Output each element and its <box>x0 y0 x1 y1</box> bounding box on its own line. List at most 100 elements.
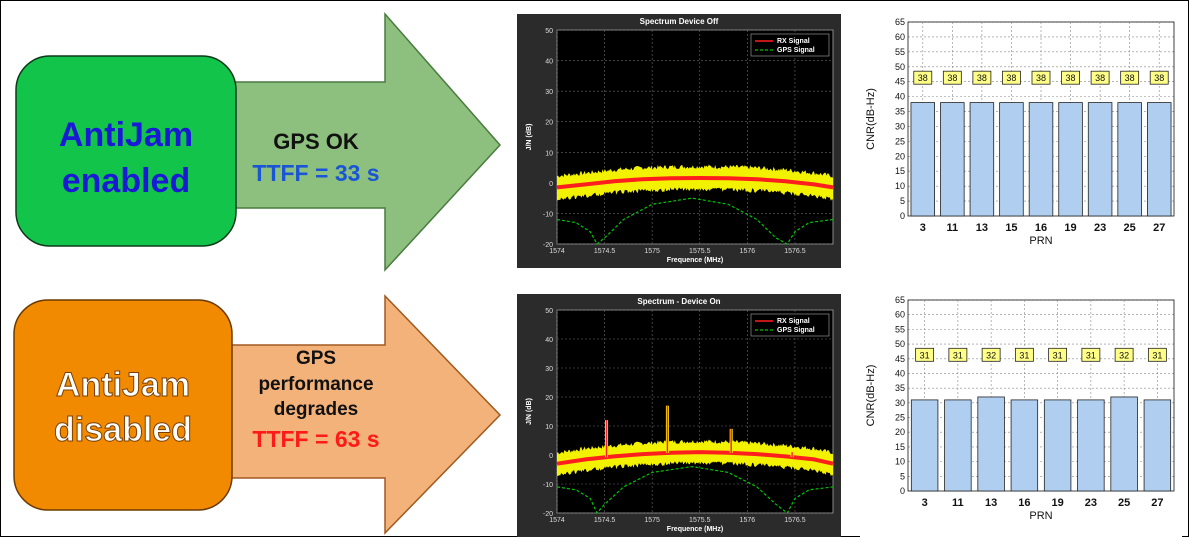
data-label-box <box>981 347 1001 362</box>
data-label: 38 <box>1095 73 1105 83</box>
y-tick-label: 0 <box>549 453 553 460</box>
rx-signal-line <box>556 175 834 190</box>
y-tick-label: 0 <box>900 211 905 221</box>
row-2-arrow-line-3: degrades <box>274 399 358 420</box>
row-2-arrow-line-2: performance <box>258 374 373 395</box>
x-tick-label: 1575.5 <box>689 248 711 255</box>
x-tick-label: 1574 <box>549 248 565 255</box>
x-tick-label: 25 <box>1118 497 1130 509</box>
y-tick-label: 30 <box>895 121 905 131</box>
row-2-status-line1: AntiJam <box>56 366 190 404</box>
y-tick-label: 65 <box>895 295 905 305</box>
data-label: 31 <box>1019 350 1029 360</box>
data-label-box <box>1014 347 1034 362</box>
bar <box>1043 399 1072 492</box>
x-tick-label: 1574.5 <box>594 517 616 524</box>
x-tick-label: 27 <box>1153 222 1165 234</box>
y-tick-label: 25 <box>895 413 905 423</box>
row-1: AntiJam enabled GPS OK TTFF = 33 s <box>15 12 502 272</box>
spectrum-chart-device-on: Spectrum - Device On -20 -10 0 10 20 30 40 50 157… <box>517 294 841 537</box>
chart-title: Spectrum - Device On <box>637 297 720 306</box>
row-1-status-box <box>15 55 237 247</box>
data-label-box <box>1114 347 1134 362</box>
data-label-box <box>948 347 968 362</box>
legend-rx-label: RX Signal <box>777 38 810 45</box>
data-label-box <box>942 70 962 85</box>
bar <box>944 399 972 492</box>
row-2-status-box <box>13 299 233 511</box>
y-tick-label: 30 <box>545 89 553 96</box>
y-tick-label: 0 <box>900 486 905 496</box>
data-label-box <box>1061 70 1080 85</box>
y-tick-label: 10 <box>545 150 553 157</box>
row-1-arrow <box>219 12 502 272</box>
y-tick-label: 20 <box>895 427 905 437</box>
data-label-box <box>1002 70 1021 85</box>
data-label-box <box>1149 70 1169 85</box>
y-tick-label: 30 <box>895 398 905 408</box>
rx-signal-noise-band <box>557 439 833 477</box>
data-label-box <box>1048 347 1068 362</box>
x-tick-label: 27 <box>1151 497 1163 509</box>
x-tick-label: 1576 <box>740 517 756 524</box>
x-axis-label: Frequence (MHz) <box>667 257 723 264</box>
data-label: 31 <box>1053 350 1063 360</box>
x-tick-label: 1576 <box>740 248 756 255</box>
data-label-box <box>1120 70 1140 85</box>
y-axis-label: CNR(dB-Hz) <box>865 365 877 427</box>
bar <box>1010 399 1039 492</box>
gps-signal-line <box>556 465 834 515</box>
x-tick-label: 1575.5 <box>689 517 711 524</box>
y-tick-label: 0 <box>549 181 553 188</box>
y-tick-label: 25 <box>895 136 905 146</box>
x-axis-label: Frequence (MHz) <box>667 526 723 533</box>
data-label: 38 <box>1125 73 1135 83</box>
x-tick-label: 15 <box>1005 222 1017 234</box>
y-tick-label: 50 <box>895 62 905 72</box>
y-tick-label: 55 <box>895 47 905 57</box>
y-tick-label: 30 <box>545 366 553 373</box>
data-label: 31 <box>1086 350 1096 360</box>
bar <box>1087 102 1113 217</box>
y-tick-label: 10 <box>895 457 905 467</box>
y-tick-label: 35 <box>895 107 905 117</box>
row-1-ttff: TTFF = 33 s <box>252 160 379 186</box>
data-label-box <box>1031 70 1051 85</box>
x-tick-label: 3 <box>920 222 926 234</box>
data-label: 31 <box>1152 350 1162 360</box>
y-axis-label: J/N (dB) <box>526 398 533 425</box>
data-label-box <box>913 70 933 85</box>
y-tick-label: 20 <box>545 120 553 127</box>
x-tick-label: 25 <box>1124 222 1136 234</box>
bar <box>1028 102 1054 217</box>
y-tick-label: 10 <box>895 181 905 191</box>
data-label: 31 <box>920 350 930 360</box>
data-label: 32 <box>986 350 996 360</box>
y-tick-label: 50 <box>545 28 553 35</box>
row-1-arrow-line: GPS OK <box>273 129 359 154</box>
y-tick-label: 40 <box>545 337 553 344</box>
y-tick-label: 10 <box>545 424 553 431</box>
legend-gps-label: GPS Signal <box>777 47 815 54</box>
bar <box>1058 102 1083 217</box>
data-label: 38 <box>1154 73 1164 83</box>
row-2-arrow-line-1: GPS <box>296 348 336 369</box>
bar <box>1143 399 1172 492</box>
bar <box>1147 102 1172 217</box>
x-axis-label: PRN <box>1029 510 1052 522</box>
data-label: 32 <box>1119 350 1129 360</box>
y-tick-label: 40 <box>895 368 905 378</box>
row-1-status-line1: AntiJam <box>59 116 193 154</box>
data-label-box <box>915 347 935 362</box>
y-tick-label: -20 <box>543 242 553 249</box>
bar <box>969 102 995 217</box>
data-label: 38 <box>1066 73 1076 83</box>
bar <box>910 102 936 217</box>
spectrum-chart-device-off: Spectrum Device Off -20 -10 0 10 20 30 40 50 1574… <box>517 14 841 268</box>
x-tick-label: 3 <box>922 497 928 509</box>
rx-signal-line <box>556 450 834 466</box>
y-tick-label: 5 <box>900 471 905 481</box>
cnr-bar-chart-antijam-disabled: 0 5 10 15 20 25 30 35 40 45 50 55 60 65 31 3 31 11 32 13 31 1… <box>860 294 1182 537</box>
cnr-bar-chart-antijam-enabled: 0 5 10 15 20 25 30 35 40 45 50 55 60 65 38 3 38 11 38 13 38 1… <box>860 14 1182 268</box>
